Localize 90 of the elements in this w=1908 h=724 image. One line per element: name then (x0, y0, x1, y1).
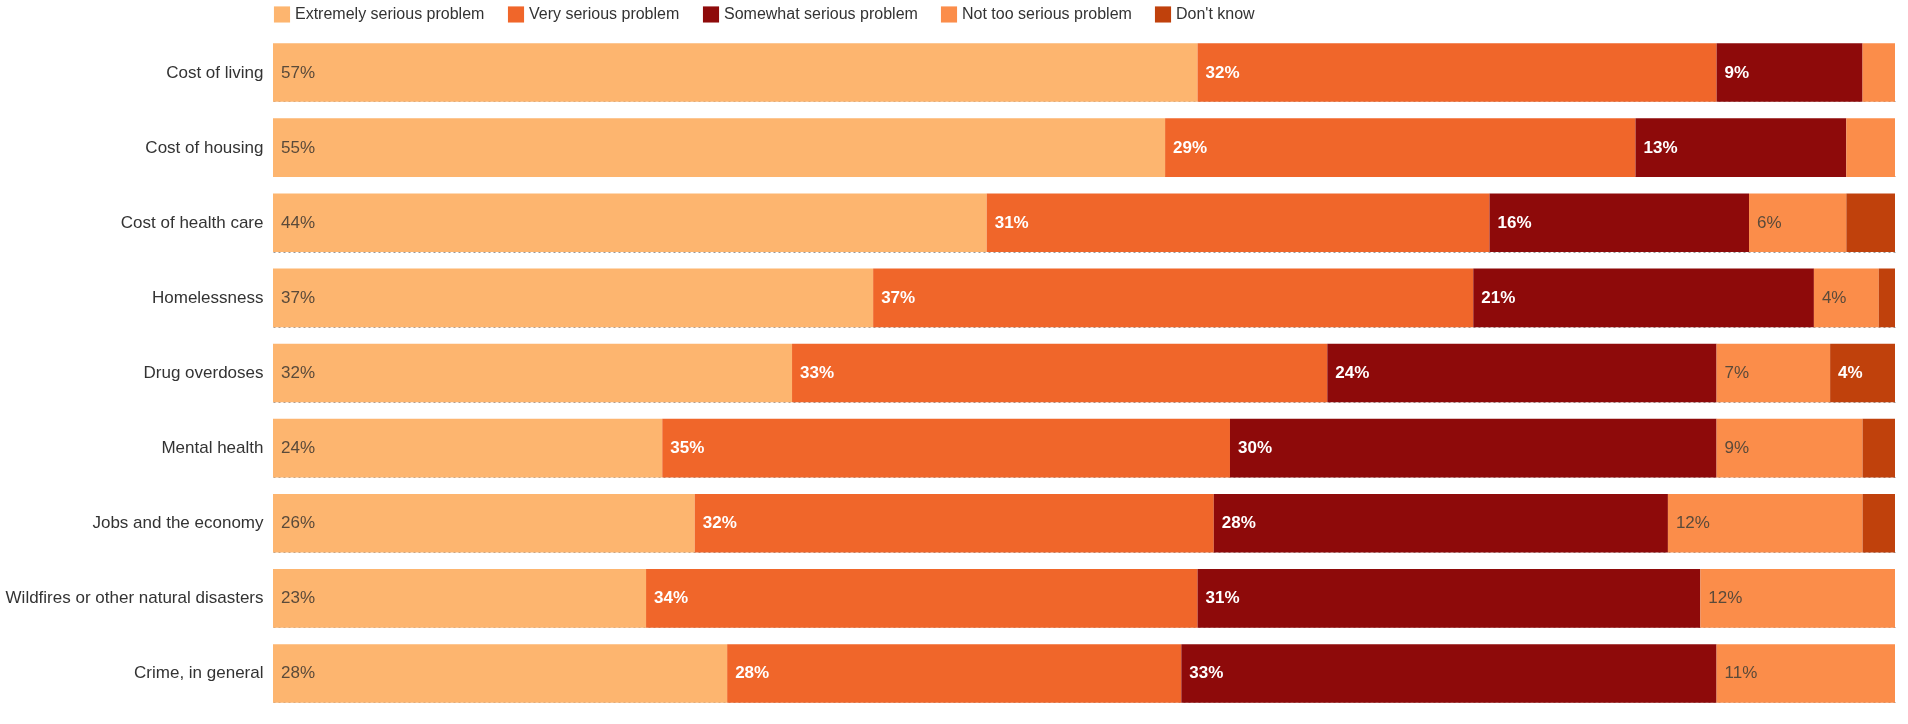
bar (273, 418, 663, 478)
bar (1716, 43, 1863, 102)
bar (1716, 644, 1895, 703)
bar (273, 43, 1198, 102)
bar (646, 569, 1198, 628)
bar (1213, 493, 1668, 553)
bar (1197, 43, 1717, 102)
y-tick-label: Drug overdoses (143, 363, 264, 382)
data-label: 31% (994, 212, 1029, 232)
bar (273, 493, 695, 553)
legend-label: Extremely serious problem (295, 5, 485, 23)
data-label: 24% (1335, 363, 1370, 382)
bar (273, 644, 728, 703)
data-label: 21% (1481, 287, 1516, 307)
legend-label: Somewhat serious problem (724, 5, 918, 23)
data-label: 16% (1497, 212, 1532, 232)
bar (1862, 418, 1895, 478)
data-label: 32% (1205, 62, 1240, 82)
bar (273, 268, 874, 328)
y-tick-label: Cost of housing (145, 137, 264, 157)
data-label: 11% (1724, 663, 1758, 683)
y-tick-label: Crime, in general (134, 663, 264, 683)
bar (1862, 493, 1895, 553)
bar (792, 343, 1328, 403)
data-label: 4% (1821, 287, 1847, 307)
bar (1846, 118, 1895, 177)
data-label: 33% (1189, 663, 1224, 683)
data-label: 6% (1757, 212, 1782, 232)
data-label: 9% (1724, 62, 1750, 82)
bar (1667, 493, 1863, 553)
y-tick-label: Jobs and the economy (92, 513, 264, 533)
data-label: 12% (1675, 513, 1710, 533)
legend-label: Not too serious problem (962, 5, 1132, 23)
bar (727, 644, 1182, 703)
bar (273, 343, 793, 403)
bar (1635, 118, 1847, 177)
legend-label: Don't know (1176, 5, 1256, 23)
data-label: 9% (1724, 438, 1750, 458)
data-label: 44% (281, 212, 316, 232)
y-tick-label: Cost of living (166, 62, 264, 82)
bar (986, 193, 1490, 253)
data-label: 33% (800, 363, 835, 382)
data-label: 57% (281, 62, 316, 82)
data-label: 32% (702, 513, 737, 533)
data-label: 31% (1205, 588, 1240, 608)
data-label: 55% (281, 137, 316, 157)
data-label: 28% (281, 663, 316, 683)
bar (1862, 43, 1895, 102)
data-label: 28% (735, 663, 770, 683)
bar (1327, 343, 1717, 403)
y-tick-label: Cost of health care (120, 212, 264, 232)
y-tick-label: Mental health (161, 438, 264, 458)
data-label: 13% (1643, 137, 1678, 157)
data-label: 4% (1838, 363, 1863, 382)
y-tick-label: Wildfires or other natural disasters (5, 588, 264, 608)
bar (1716, 418, 1863, 478)
bar (1878, 268, 1895, 328)
data-label: 24% (281, 438, 316, 458)
bar (273, 569, 647, 628)
data-label: 28% (1221, 513, 1256, 533)
bar (662, 418, 1230, 478)
bar (1749, 193, 1847, 253)
data-label: 34% (654, 588, 689, 608)
bar (1716, 343, 1831, 403)
bar (273, 193, 987, 253)
bar (273, 118, 1166, 177)
bar (1165, 118, 1636, 177)
bar (1473, 268, 1814, 328)
bar (1813, 268, 1879, 328)
data-label: 23% (281, 588, 316, 608)
legend-label: Very serious problem (529, 5, 680, 23)
data-label: 32% (281, 363, 316, 382)
bar (1489, 193, 1750, 253)
bar (1830, 343, 1895, 403)
data-label: 37% (281, 287, 316, 307)
data-label: 26% (281, 513, 316, 533)
data-label: 7% (1724, 363, 1750, 382)
bar (873, 268, 1474, 328)
data-label: 37% (881, 287, 916, 307)
bar (1181, 644, 1717, 703)
y-tick-label: Homelessness (152, 287, 264, 307)
bar (694, 493, 1214, 553)
data-label: 35% (670, 438, 705, 458)
data-label: 12% (1708, 588, 1743, 608)
bar (1229, 418, 1717, 478)
bar (1197, 569, 1701, 628)
bar (1700, 569, 1895, 628)
data-label: 29% (1173, 137, 1208, 157)
bar (1846, 193, 1895, 253)
data-label: 30% (1237, 438, 1273, 458)
